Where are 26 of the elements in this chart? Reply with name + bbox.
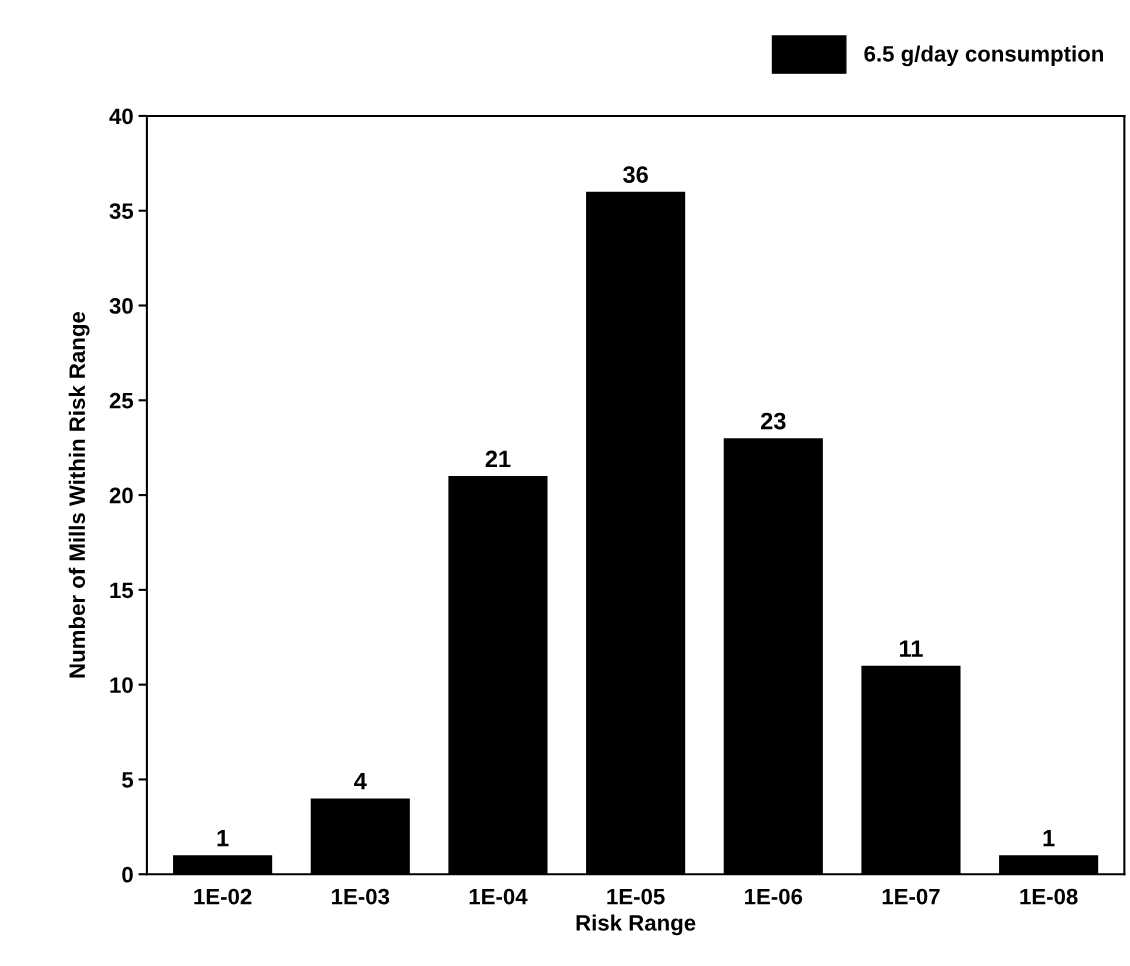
x-tick-label: 1E-05 — [607, 888, 665, 905]
y-tick-label: 10 — [110, 677, 133, 693]
x-axis-title: Risk Range — [576, 914, 696, 936]
y-tick-label: 35 — [109, 203, 134, 220]
x-tick-label: 1E-06 — [745, 888, 803, 905]
data-label: 11 — [899, 640, 923, 657]
data-label: 4 — [354, 773, 367, 790]
y-tick-label: 15 — [110, 582, 134, 599]
y-tick-label: 5 — [122, 772, 134, 788]
x-tick-label: 1E-07 — [882, 888, 940, 905]
data-label: 23 — [760, 412, 786, 430]
x-tick-label: 1E-08 — [1020, 888, 1078, 905]
legend-label: 6.5 g/day consumption — [864, 45, 1103, 67]
y-tick-label: 25 — [109, 392, 134, 409]
y-tick-label: 30 — [109, 298, 133, 314]
y-axis-title: Number of Mills Within Risk Range — [68, 311, 90, 678]
x-tick-label: 1E-04 — [469, 888, 528, 905]
data-label: 1 — [1043, 829, 1055, 847]
x-tick-label: 1E-02 — [194, 888, 252, 905]
y-tick-label: 20 — [109, 487, 133, 504]
y-tick-label: 0 — [122, 866, 133, 883]
data-label: 1 — [217, 829, 229, 847]
y-tick-label: 40 — [109, 108, 133, 125]
x-tick-label: 1E-03 — [332, 888, 390, 905]
data-label: 21 — [485, 450, 511, 468]
data-label: 36 — [623, 166, 648, 183]
